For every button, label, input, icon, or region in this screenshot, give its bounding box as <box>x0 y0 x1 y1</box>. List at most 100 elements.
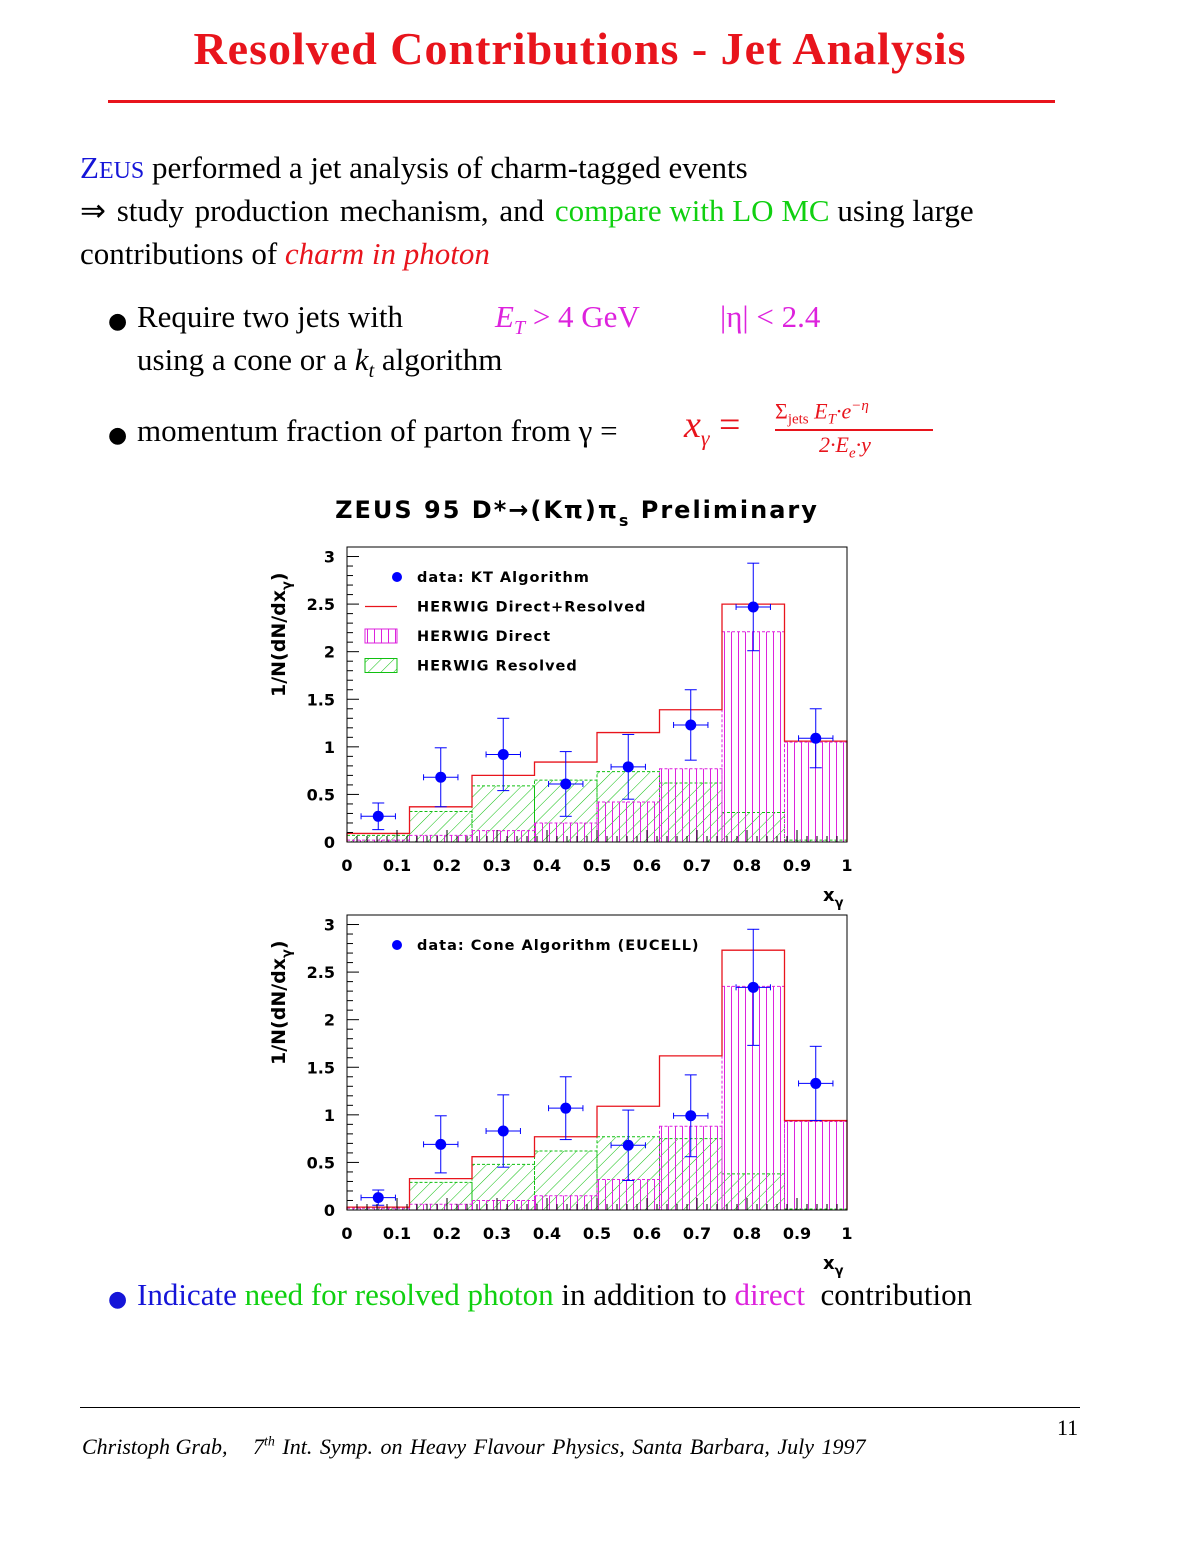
data-point <box>372 1192 384 1204</box>
x-tick-label: 0.3 <box>483 856 511 875</box>
y-tick-label: 0.5 <box>307 785 335 804</box>
y-tick-label: 0.5 <box>307 1153 335 1172</box>
x-tick-label: 0.5 <box>583 1224 611 1243</box>
cut-et-symbol: E <box>495 299 514 334</box>
data-point <box>747 601 759 613</box>
y-axis-label-tail: ) <box>268 940 290 949</box>
charts-figure: ZEUS 95 D*→(Kπ)πs Preliminary 0 0.5 1 1.5 2 2… <box>268 496 853 1279</box>
zeus-name-small: EUS <box>98 158 145 184</box>
data-point <box>810 1077 822 1089</box>
num-exp: ·e <box>835 398 852 424</box>
x-axis-label-sub: γ <box>835 1264 844 1279</box>
y-axis-label: 1/N(dN/dxγ) <box>268 940 295 1065</box>
chart-title-main: ZEUS 95 D*→(Kπ)π <box>335 496 619 524</box>
implies-arrow: ⇒ <box>80 193 106 228</box>
cut-eta: |η| < 2.4 <box>720 299 821 334</box>
legend-direct-swatch <box>364 628 398 644</box>
legend-label: data: KT Algorithm <box>417 570 590 586</box>
data-point <box>560 1102 572 1114</box>
legend-label: HERWIG Direct <box>417 629 551 645</box>
legend-label: data: Cone Algorithm (EUCELL) <box>417 938 700 954</box>
chart-title: ZEUS 95 D*→(Kπ)πs Preliminary <box>335 496 819 530</box>
x-axis-label-sub: γ <box>835 896 844 911</box>
sum-sub: jets <box>787 411 809 428</box>
fraction-bar <box>775 429 933 431</box>
x-tick-label: 0.2 <box>433 856 461 875</box>
y-axis-label-sub: γ <box>280 949 295 958</box>
x-tick-label: 0.6 <box>633 1224 661 1243</box>
bullet-1-text: Require two jets with <box>137 299 404 334</box>
footer-author: Christoph Grab, <box>82 1434 228 1459</box>
x-tick-label: 0.7 <box>683 1224 711 1243</box>
intro-line-2-text-b: using large <box>829 193 974 228</box>
page-number: 11 <box>1057 1415 1079 1440</box>
x-tick-label: 0.1 <box>383 1224 411 1243</box>
y-axis-label: 1/N(dN/dxγ) <box>268 572 295 697</box>
kt-sub: t <box>368 360 375 383</box>
y-axis-label-sub: γ <box>280 581 295 590</box>
y-tick-label: 3 <box>324 916 335 935</box>
den-rest: ·y <box>855 432 871 457</box>
footer-ordinal: 7 <box>252 1434 264 1459</box>
fraction-numerator: Σjets ET·e−η <box>775 398 869 429</box>
y-tick-label: 2 <box>324 643 335 662</box>
footer-rule <box>80 1407 1080 1408</box>
x-tick-label: 0.9 <box>783 856 811 875</box>
bullet-dot-3: ● <box>108 1287 128 1312</box>
bullet-1-line-2-b: algorithm <box>374 342 503 377</box>
legend-data-marker <box>392 940 402 950</box>
bullet-1-line-2: using a cone or a kt algorithm <box>137 339 502 392</box>
direct-bar <box>409 834 473 843</box>
legend-data-marker <box>392 572 402 582</box>
x-axis-label-main: x <box>823 1253 835 1274</box>
x-gamma-symbol: xγ = <box>684 404 740 460</box>
intro-line-1-text: performed a jet analysis of charm-tagged… <box>144 150 748 185</box>
cut-et-sub: T <box>513 317 526 340</box>
data-point <box>685 719 697 731</box>
data-point <box>622 761 634 773</box>
bullet-3-indicate: Indicate <box>137 1277 245 1312</box>
x-gamma-equals: = <box>709 404 741 446</box>
bullet-1-line-2-a: using a cone or a <box>137 342 355 377</box>
title-underline <box>108 100 1055 103</box>
data-point <box>435 771 447 783</box>
num-et: E <box>808 398 828 424</box>
direct-resolved-step-line <box>346 949 848 1210</box>
num-et-sub: T <box>827 411 836 428</box>
legend-resolved-swatch <box>364 658 398 673</box>
direct-resolved-step-line <box>346 603 848 842</box>
x-tick-label: 0.8 <box>733 856 761 875</box>
x-tick-label: 0 <box>341 856 352 875</box>
y-tick-label: 1.5 <box>307 1058 335 1077</box>
data-point <box>372 810 384 822</box>
data-point <box>810 732 822 744</box>
intro-line-3: contributions of charm in photon <box>80 233 490 275</box>
bullet-3-middle: in addition to <box>553 1277 735 1312</box>
x-tick-label: 0.9 <box>783 1224 811 1243</box>
data-point <box>435 1138 447 1150</box>
y-tick-label: 2.5 <box>307 595 335 614</box>
charm-in-photon-text: charm in photon <box>284 236 490 271</box>
chart-title-sub: s <box>619 511 631 530</box>
y-tick-label: 1.5 <box>307 690 335 709</box>
fraction-denominator: 2·Ee·y <box>819 432 871 462</box>
intro-compare-text: compare with LO MC <box>554 193 830 228</box>
x-tick-label: 0.2 <box>433 1224 461 1243</box>
direct-bar <box>659 768 723 843</box>
data-point <box>560 778 572 790</box>
direct-bar <box>471 1199 535 1211</box>
direct-bar <box>596 801 660 843</box>
y-tick-label: 2.5 <box>307 963 335 982</box>
x-tick-label: 1 <box>841 856 852 875</box>
chart-top-panel: 0 0.5 1 1.5 2 2.5 3 0 0.1 0.2 0.3 0.4 0.5 0.6 0.7 0.8 0.… <box>268 546 853 911</box>
den-text: 2·E <box>819 432 849 457</box>
y-tick-label: 1 <box>324 738 335 757</box>
sum-symbol: Σ <box>775 398 788 424</box>
x-tick-label: 0 <box>341 1224 352 1243</box>
x-tick-label: 1 <box>841 1224 852 1243</box>
bullet-3-resolved: need for resolved photon <box>244 1277 554 1312</box>
slide-title: Resolved Contributions - Jet Analysis <box>193 23 967 74</box>
x-tick-label: 0.5 <box>583 856 611 875</box>
cut-et-value: > 4 GeV <box>525 299 640 334</box>
x-axis-label: xγ <box>823 1253 844 1279</box>
